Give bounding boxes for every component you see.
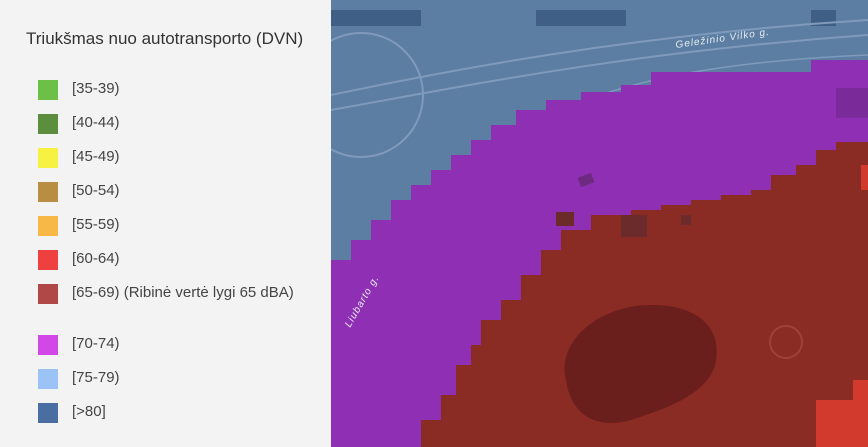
- legend-swatch: [38, 250, 58, 270]
- building: [836, 88, 868, 118]
- road-line: [331, 34, 868, 111]
- legend-label: [55-59): [72, 216, 120, 233]
- legend-item: [55-59): [38, 215, 318, 249]
- legend-swatch: [38, 284, 58, 304]
- legend-label: [70-74): [72, 335, 120, 352]
- building: [681, 215, 691, 225]
- legend-label: [75-79): [72, 369, 120, 386]
- road-line: [331, 19, 868, 96]
- legend-item: [>80]: [38, 402, 318, 436]
- noise-zone-65-69: [421, 142, 868, 447]
- legend-item: [75-79): [38, 368, 318, 402]
- legend-item: [65-69) (Ribinė vertė lygi 65 dBA): [38, 283, 318, 338]
- noise-map[interactable]: Geležinio Vilko g. Liubarto g.: [331, 0, 868, 447]
- legend-swatch: [38, 182, 58, 202]
- map-top-strip: [331, 10, 421, 26]
- legend-item: [40-44): [38, 113, 318, 147]
- legend-swatch: [38, 148, 58, 168]
- legend-label: [35-39): [72, 80, 120, 97]
- legend-swatch: [38, 335, 58, 355]
- legend-swatch: [38, 114, 58, 134]
- legend-item: [50-54): [38, 181, 318, 215]
- legend-label: [60-64): [72, 250, 120, 267]
- legend-title: Triukšmas nuo autotransporto (DVN): [26, 29, 304, 48]
- legend-item: [35-39): [38, 79, 318, 113]
- legend-swatch: [38, 369, 58, 389]
- legend-label: [65-69) (Ribinė vertė lygi 65 dBA): [72, 284, 294, 301]
- legend-list: [35-39) [40-44) [45-49) [50-54) [55-59) …: [38, 79, 318, 436]
- legend-label: [40-44): [72, 114, 120, 131]
- legend-label: [>80]: [72, 403, 106, 420]
- pond-shape: [564, 305, 717, 424]
- map-canvas[interactable]: Geležinio Vilko g. Liubarto g.: [331, 0, 868, 447]
- legend-label: [45-49): [72, 148, 120, 165]
- legend-item: [70-74): [38, 334, 318, 368]
- building: [577, 172, 595, 188]
- building: [621, 215, 647, 237]
- legend-item: [60-64): [38, 249, 318, 283]
- map-top-strip: [536, 10, 626, 26]
- roundabout: [769, 325, 803, 359]
- legend-label: [50-54): [72, 182, 120, 199]
- legend-swatch: [38, 403, 58, 423]
- roundabout: [331, 32, 424, 158]
- legend-swatch: [38, 216, 58, 236]
- noise-zone-60-64: [816, 400, 868, 447]
- building: [556, 212, 574, 226]
- legend-item: [45-49): [38, 147, 318, 181]
- noise-zone-60-64: [861, 165, 868, 190]
- legend-panel: Triukšmas nuo autotransporto (DVN) [35-3…: [0, 0, 331, 447]
- legend-swatch: [38, 80, 58, 100]
